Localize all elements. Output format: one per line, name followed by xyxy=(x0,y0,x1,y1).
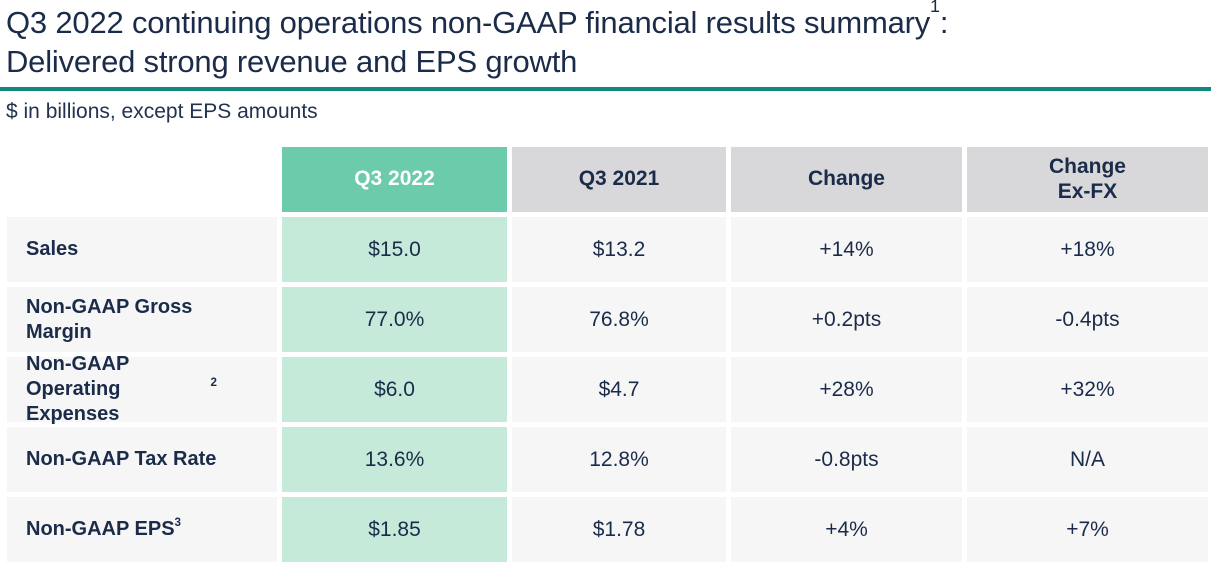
title-colon: : xyxy=(939,5,949,40)
cell-operating-expenses-q3-2021: $4.7 xyxy=(512,357,726,422)
cell-gross-margin-q3-2022: 77.0% xyxy=(282,287,507,352)
cell-operating-expenses-q3-2022: $6.0 xyxy=(282,357,507,422)
cell-gross-margin-q3-2021: 76.8% xyxy=(512,287,726,352)
row-label-text: Sales xyxy=(26,238,79,260)
column-header-q3-2022: Q3 2022 xyxy=(282,147,507,212)
cell-sales-change: +14% xyxy=(731,217,962,282)
column-header-change-exfx: Change Ex-FX xyxy=(967,147,1208,212)
financial-results-table: Q3 2022 Q3 2021 Change Change Ex-FX Sale… xyxy=(7,147,1208,562)
row-label-text: Non-GAAP EPS xyxy=(26,518,175,540)
row-label-operating-expenses: Non-GAAP Operating Expenses 2 xyxy=(7,353,277,425)
cell-eps-change: +4% xyxy=(731,497,962,562)
cell-gross-margin-change: +0.2pts xyxy=(731,287,962,352)
page-title-line1: Q3 2022 continuing operations non-GAAP f… xyxy=(6,0,1206,42)
column-header-q3-2021: Q3 2021 xyxy=(512,147,726,212)
row-label-eps: Non-GAAP EPS 3 xyxy=(7,497,277,562)
cell-eps-q3-2022: $1.85 xyxy=(282,497,507,562)
cell-eps-q3-2021: $1.78 xyxy=(512,497,726,562)
title-footnote-marker: 1 xyxy=(930,0,940,17)
row-label-text: Non-GAAP Gross Margin xyxy=(26,295,193,343)
page-title: Q3 2022 continuing operations non-GAAP f… xyxy=(6,0,1206,81)
cell-operating-expenses-change-exfx: +32% xyxy=(967,357,1208,422)
units-note: $ in billions, except EPS amounts xyxy=(6,100,318,123)
cell-sales-q3-2021: $13.2 xyxy=(512,217,726,282)
cell-sales-q3-2022: $15.0 xyxy=(282,217,507,282)
column-header-change: Change xyxy=(731,147,962,212)
row-label-sales: Sales xyxy=(7,217,277,282)
cell-gross-margin-change-exfx: -0.4pts xyxy=(967,287,1208,352)
cell-sales-change-exfx: +18% xyxy=(967,217,1208,282)
cell-tax-rate-q3-2021: 12.8% xyxy=(512,427,726,492)
cell-tax-rate-q3-2022: 13.6% xyxy=(282,427,507,492)
row-label-gross-margin: Non-GAAP Gross Margin xyxy=(7,287,277,352)
row-label-text: Non-GAAP Operating Expenses xyxy=(26,353,129,425)
cell-operating-expenses-change: +28% xyxy=(731,357,962,422)
teal-divider xyxy=(0,87,1211,91)
cell-tax-rate-change-exfx: N/A xyxy=(967,427,1208,492)
row-label-text: Non-GAAP Tax Rate xyxy=(26,448,217,470)
cell-tax-rate-change: -0.8pts xyxy=(731,427,962,492)
title-text: Q3 2022 continuing operations non-GAAP f… xyxy=(6,5,931,40)
header-corner-spacer xyxy=(7,147,277,212)
cell-eps-change-exfx: +7% xyxy=(967,497,1208,562)
row-label-tax-rate: Non-GAAP Tax Rate xyxy=(7,427,277,492)
page-title-line2: Delivered strong revenue and EPS growth xyxy=(6,44,578,79)
